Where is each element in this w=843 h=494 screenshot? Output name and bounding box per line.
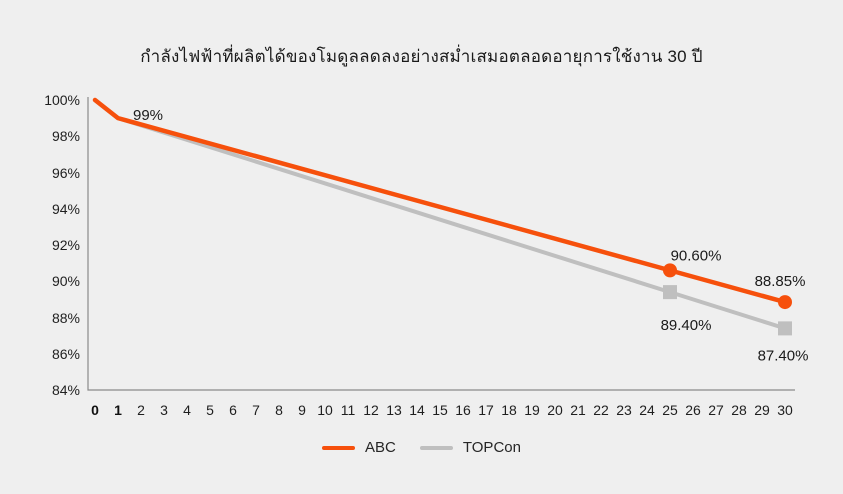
x-tick-label: 4 [183,402,191,418]
x-tick-label: 15 [432,402,448,418]
x-tick-label: 27 [708,402,724,418]
data-label: 90.60% [671,247,722,264]
legend-label-topcon: TOPCon [462,439,521,456]
topcon-marker [663,285,677,300]
x-tick-label: 19 [524,402,540,418]
x-tick-label: 24 [639,402,655,418]
x-tick-label: 5 [206,402,214,418]
y-tick-label: 92% [51,237,80,253]
x-tick-label: 29 [754,402,770,418]
x-tick-label: 1 [114,402,122,418]
legend: ABC TOPCon [0,439,843,456]
x-tick-label: 25 [662,402,678,418]
x-tick-label: 21 [570,402,586,418]
y-tick-label: 96% [51,164,80,181]
x-tick-label: 2 [137,402,145,418]
topcon-marker [778,321,792,336]
x-tick-label: 22 [593,402,609,418]
x-tick-label: 18 [501,402,517,418]
x-tick-label: 7 [252,402,260,418]
x-tick-label: 0 [91,402,99,418]
abc-line-swatch [322,445,356,450]
y-tick-label: 98% [51,128,80,145]
x-tick-label: 11 [340,402,356,418]
topcon-line [93,98,787,331]
y-tick-label: 86% [51,345,80,362]
x-tick-label: 13 [386,402,402,418]
y-tick-label: 90% [51,273,80,290]
x-tick-label: 23 [616,402,632,418]
chart-title: กำลังไฟฟ้าที่ผลิตได้ของโมดูลลดลงอย่างสม่… [140,47,703,66]
x-tick-label: 16 [455,402,471,418]
x-tick-label: 28 [731,402,747,418]
legend-item-abc: ABC [322,439,396,456]
y-tick-label: 88% [51,309,80,326]
x-tick-label: 20 [547,402,563,418]
data-label: 89.40% [661,317,712,334]
legend-item-topcon: TOPCon [419,439,521,456]
x-tick-label: 14 [409,402,425,418]
abc-line [92,97,788,305]
x-tick-label: 8 [275,402,283,418]
x-tick-label: 10 [317,402,333,418]
data-label: 99% [133,107,163,124]
axes [87,97,795,391]
abc-marker [663,263,677,278]
y-tick-label: 100% [44,92,80,108]
y-tick-label: 84% [51,382,80,398]
x-tick-label: 6 [229,402,237,418]
legend-label-abc: ABC [365,439,396,456]
y-tick-label: 94% [51,200,80,217]
abc-marker [778,295,792,310]
data-label: 88.85% [755,273,806,290]
x-tick-label: 30 [777,402,793,418]
x-tick-label: 12 [363,402,379,418]
x-tick-label: 17 [478,402,494,418]
x-tick-label: 3 [160,402,168,418]
x-tick-label: 26 [685,402,701,418]
topcon-line-swatch [419,445,453,450]
data-label: 87.40% [758,347,809,364]
x-tick-label: 9 [298,402,306,418]
